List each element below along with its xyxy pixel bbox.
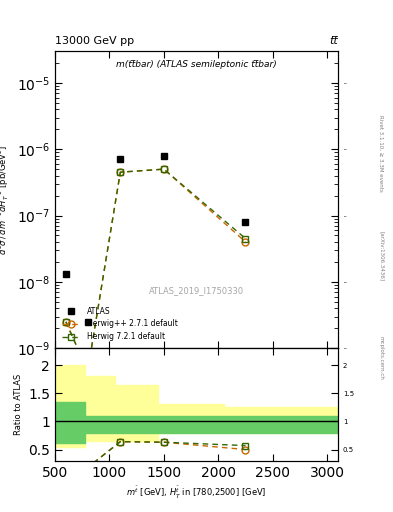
Text: Rivet 3.1.10, ≥ 3.3M events: Rivet 3.1.10, ≥ 3.3M events: [379, 115, 384, 192]
Y-axis label: $d^2\sigma\,/\,dm^{-1} dH_T^{-1}$ [pb/GeV$^2$]: $d^2\sigma\,/\,dm^{-1} dH_T^{-1}$ [pb/Ge…: [0, 144, 11, 255]
X-axis label: $m^{\bar{t}}$ [GeV], $H_T^{\bar{t}}$ in [780,2500] [GeV]: $m^{\bar{t}}$ [GeV], $H_T^{\bar{t}}$ in …: [126, 485, 267, 501]
Text: ATLAS_2019_I1750330: ATLAS_2019_I1750330: [149, 286, 244, 295]
Legend: ATLAS, Herwig++ 2.7.1 default, Herwig 7.2.1 default: ATLAS, Herwig++ 2.7.1 default, Herwig 7.…: [59, 304, 181, 345]
Text: tt̅: tt̅: [329, 36, 338, 46]
Text: m(tt̅bar) (ATLAS semileptonic tt̅bar): m(tt̅bar) (ATLAS semileptonic tt̅bar): [116, 60, 277, 69]
Text: [arXiv:1306.3436]: [arXiv:1306.3436]: [379, 231, 384, 281]
Y-axis label: Ratio to ATLAS: Ratio to ATLAS: [14, 374, 23, 435]
Text: 13000 GeV pp: 13000 GeV pp: [55, 36, 134, 46]
Text: mcplots.cern.ch: mcplots.cern.ch: [379, 336, 384, 380]
